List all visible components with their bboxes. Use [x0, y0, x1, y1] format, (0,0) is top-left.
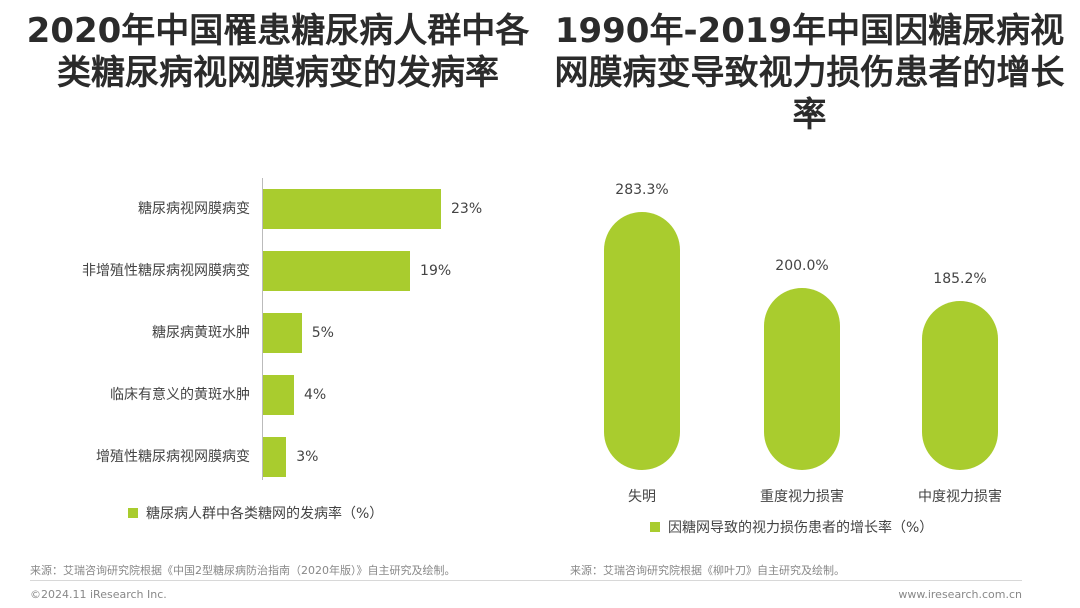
legend-swatch: [128, 508, 138, 518]
right-chart-title: 1990年-2019年中国因糖尿病视网膜病变导致视力损伤患者的增长率: [554, 11, 1065, 135]
pill-category-label: 失明: [628, 489, 656, 505]
bar-category-label: 糖尿病视网膜病变: [138, 201, 250, 217]
pill-bar: [604, 212, 680, 470]
pill-value-label: 200.0%: [775, 257, 829, 274]
bar-category-label: 糖尿病黄斑水肿: [152, 325, 250, 341]
right-chart-legend: 因糖网导致的视力损伤患者的增长率（%）: [650, 517, 933, 537]
footer-divider: [30, 580, 1022, 581]
copyright: ©2024.11 iResearch Inc.: [30, 588, 167, 601]
left-chart-legend: 糖尿病人群中各类糖网的发病率（%）: [128, 503, 383, 523]
bar: [263, 375, 294, 415]
legend-label: 因糖网导致的视力损伤患者的增长率（%）: [668, 520, 934, 536]
bar-category-label: 临床有意义的黄斑水肿: [110, 387, 250, 403]
left-chart-axis: [262, 178, 263, 480]
bar: [263, 437, 287, 477]
source-right: 来源：艾瑞咨询研究院根据《柳叶刀》自主研究及绘制。: [570, 564, 845, 577]
pill-value-label: 283.3%: [615, 182, 669, 198]
bar-value-label: 3%: [296, 449, 319, 465]
legend-label: 糖尿病人群中各类糖网的发病率（%）: [146, 506, 384, 522]
pill-value-label: 185.2%: [933, 271, 987, 288]
pill-bar: [922, 301, 998, 470]
bar-category-label: 增殖性糖尿病视网膜病变: [96, 449, 250, 465]
website-link[interactable]: www.iresearch.com.cn: [898, 588, 1022, 601]
pill-category-label: 重度视力损害: [760, 489, 844, 505]
bar-value-label: 4%: [303, 387, 327, 403]
bar: [263, 313, 302, 353]
source-left: 来源：艾瑞咨询研究院根据《中国2型糖尿病防治指南（2020年版）》自主研究及绘制…: [30, 564, 456, 577]
pill-bar: [764, 287, 840, 470]
legend-swatch: [650, 522, 660, 532]
bar: [263, 189, 441, 229]
bar-value-label: 5%: [311, 325, 334, 341]
bar-value-label: 23%: [451, 201, 483, 217]
bar: [263, 251, 411, 291]
pill-category-label: 中度视力损害: [918, 489, 1002, 505]
left-chart-title: 2020年中国罹患糖尿病人群中各类糖尿病视网膜病变的发病率: [26, 11, 530, 93]
bar-value-label: 19%: [420, 263, 452, 279]
bar-category-label: 非增殖性糖尿病视网膜病变: [82, 263, 250, 279]
